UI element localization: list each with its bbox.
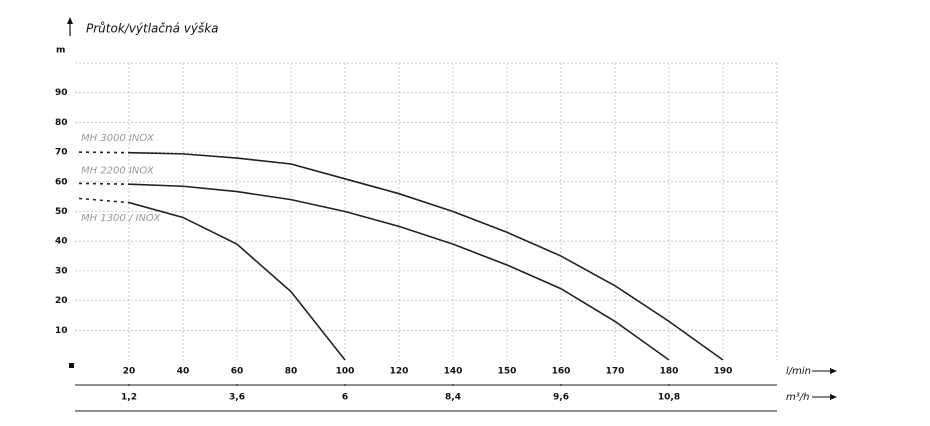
y-tick-label: 70 [55, 148, 68, 158]
x-tick-label: 40 [177, 367, 190, 377]
curve [74, 151, 724, 361]
x-unit: l/min [786, 366, 811, 377]
y-tick-label: 40 [55, 237, 68, 247]
y-tick-label: 50 [55, 207, 68, 217]
x-tick-label: 190 [714, 367, 733, 377]
x-tick-label: 170 [606, 367, 625, 377]
y-tick-label: 60 [55, 177, 68, 187]
x2-tick-label: 9,6 [553, 393, 569, 403]
x-arrow-head [830, 368, 837, 374]
x2-tick-label: 3,6 [229, 393, 245, 403]
series-label: MH 3000 INOX [81, 133, 155, 144]
y-arrow-head [67, 17, 73, 24]
x2-unit: m³/h [786, 392, 809, 403]
y-tick-label: 10 [55, 326, 68, 336]
y-tick-label: 30 [55, 266, 68, 276]
x-tick-label: 80 [285, 367, 298, 377]
y-unit: m [56, 46, 65, 56]
series-label: MH 1300 / INOX [81, 213, 162, 224]
x2-tick-label: 8,4 [445, 393, 461, 403]
x2-tick-label: 6 [342, 393, 348, 403]
x-tick-label: 140 [444, 367, 463, 377]
x2-arrow-head [830, 394, 837, 400]
x-tick-label: 120 [390, 367, 409, 377]
dash-overlay [74, 196, 130, 205]
y-tick-label: 80 [55, 118, 68, 128]
dash-overlay [74, 150, 130, 155]
x-tick-label: 100 [336, 367, 355, 377]
y-tick-label: 20 [55, 296, 68, 306]
series-label: MH 2200 INOX [81, 165, 155, 176]
dash-overlay [74, 181, 130, 186]
x-tick-label: 20 [123, 367, 136, 377]
x-tick-label: 180 [660, 367, 679, 377]
y-tick-label: 90 [55, 88, 68, 98]
x-tick-label: 160 [552, 367, 571, 377]
x-tick-label: 150 [498, 367, 517, 377]
curve [74, 182, 670, 361]
chart-title: Průtok/výtlačná výška [86, 22, 219, 36]
x-tick-label: 60 [231, 367, 244, 377]
origin-marker [69, 363, 74, 368]
x2-tick-label: 10,8 [658, 393, 680, 403]
x2-tick-label: 1,2 [121, 393, 137, 403]
